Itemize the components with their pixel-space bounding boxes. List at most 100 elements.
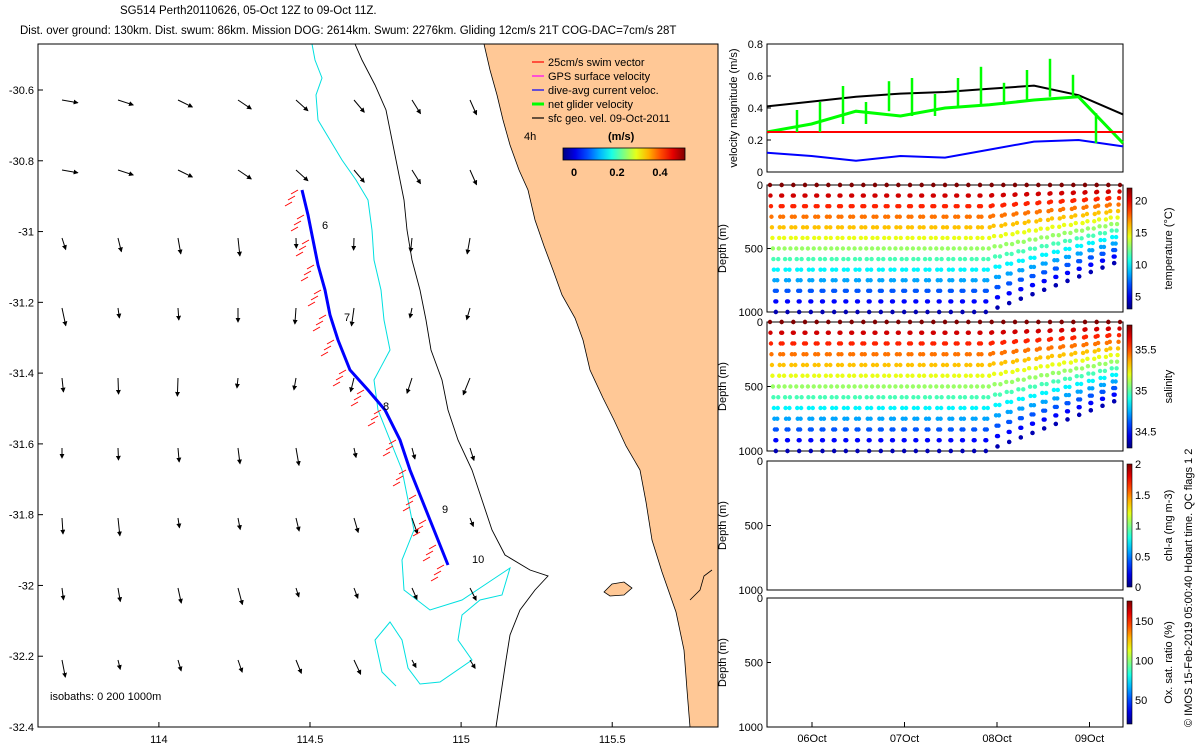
profile-point xyxy=(857,405,862,411)
profile-point xyxy=(844,288,850,294)
profile-point xyxy=(939,384,945,389)
profile-point xyxy=(1091,371,1096,376)
profile-point xyxy=(828,225,833,230)
profile-point xyxy=(940,235,945,241)
profile-point xyxy=(908,330,913,335)
profile-point xyxy=(802,319,808,325)
profile-point xyxy=(961,416,967,421)
profile-point xyxy=(882,235,887,241)
salinity-panel: 0 500 1000 Depth (m) 34.5 35 35.5 salinity xyxy=(717,317,1175,458)
profile-point xyxy=(849,330,855,335)
profile-point xyxy=(1020,258,1025,263)
profile-point xyxy=(1054,404,1060,410)
profile-point xyxy=(915,416,920,421)
profile-point xyxy=(1038,355,1043,360)
profile-point xyxy=(937,288,943,294)
profile-point xyxy=(1032,246,1038,251)
profile-point xyxy=(1107,339,1112,345)
profile-point xyxy=(943,341,949,346)
profile-point xyxy=(1055,396,1060,401)
profile-point xyxy=(799,246,805,251)
profile-point xyxy=(869,246,875,251)
profile-point xyxy=(859,225,864,230)
profile-point xyxy=(770,235,775,241)
profile-point xyxy=(881,384,886,389)
profile-point xyxy=(1040,390,1045,396)
profile-point xyxy=(967,214,972,219)
profile-point xyxy=(863,235,868,241)
profile-point xyxy=(945,246,951,251)
profile-point xyxy=(1031,273,1036,279)
current-arrow xyxy=(237,587,244,606)
profile-point xyxy=(899,256,904,262)
profile-point xyxy=(862,341,867,346)
profile-point xyxy=(1045,226,1050,231)
profile-point xyxy=(891,278,897,283)
profile-point xyxy=(862,352,867,357)
swim-vector xyxy=(313,289,322,295)
profile-point xyxy=(1089,393,1095,398)
profile-point xyxy=(920,352,926,357)
profile-point xyxy=(1112,392,1117,397)
swim-vector xyxy=(398,469,407,475)
profile-point xyxy=(1016,258,1022,263)
current-arrow xyxy=(295,659,303,675)
profile-point xyxy=(861,193,867,198)
profile-point xyxy=(884,193,890,198)
profile-point xyxy=(1051,387,1057,393)
profile-point xyxy=(1101,251,1106,256)
profile-point xyxy=(997,264,1002,269)
profile-point xyxy=(1006,439,1012,445)
profile-point xyxy=(820,448,825,454)
profile-point xyxy=(768,193,773,198)
profile-point xyxy=(851,225,856,230)
profile-point xyxy=(771,395,776,400)
current-arrow xyxy=(61,237,67,251)
profile-point xyxy=(916,384,921,389)
profile-point xyxy=(803,203,809,209)
profile-point xyxy=(1085,219,1090,224)
map-y-tick: -31.4 xyxy=(9,368,34,380)
profile-point xyxy=(864,384,869,389)
current-arrow xyxy=(61,99,79,105)
profile-point xyxy=(958,405,963,411)
profile-point xyxy=(989,319,994,325)
profile-point xyxy=(997,392,1003,397)
profile-point xyxy=(1060,336,1065,341)
current-arrow xyxy=(237,99,252,110)
profile-point xyxy=(914,438,919,443)
profile-point xyxy=(940,225,946,230)
profile-point xyxy=(1114,359,1120,364)
profile-point xyxy=(771,405,777,411)
profile-point xyxy=(1116,195,1122,201)
chlorophyll-y-tick: 500 xyxy=(745,521,763,533)
current-arrow xyxy=(177,587,183,604)
profile-point xyxy=(1042,408,1048,413)
profile-point xyxy=(779,193,785,198)
current-arrow xyxy=(237,659,244,673)
profile-point xyxy=(987,362,992,368)
temperature-profiles xyxy=(767,182,1123,315)
swim-vector xyxy=(287,195,296,201)
profile-point xyxy=(810,416,815,421)
profile-point xyxy=(1053,283,1059,288)
profile-point xyxy=(1100,403,1105,409)
profile-point xyxy=(946,395,951,400)
profile-point xyxy=(981,267,987,272)
profile-point xyxy=(771,267,777,272)
profile-point xyxy=(1085,363,1091,369)
profile-point xyxy=(1027,375,1032,380)
profile-point xyxy=(1016,387,1021,392)
profile-point xyxy=(817,246,822,251)
current-arrow xyxy=(295,447,301,467)
profile-point xyxy=(1025,338,1030,343)
profile-point xyxy=(808,309,814,315)
profile-point xyxy=(892,405,897,411)
profile-point xyxy=(811,256,816,262)
swim-vector xyxy=(323,345,332,351)
profile-point xyxy=(897,214,902,219)
profile-point xyxy=(1051,241,1056,246)
profile-point xyxy=(840,246,846,251)
profile-point xyxy=(797,299,802,304)
